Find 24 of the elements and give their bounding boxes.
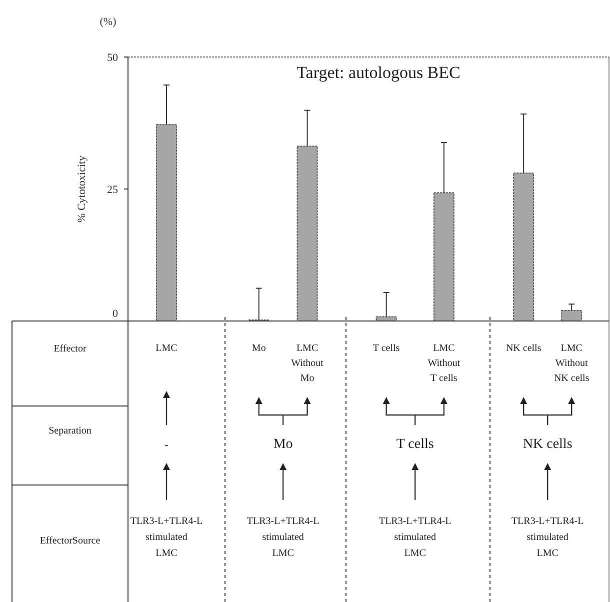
text: TLR3-L+TLR4-L stimulated LMC (378, 516, 452, 559)
y-axis-title: % Cytotoxicity (76, 155, 88, 222)
text: Separation (48, 426, 92, 436)
x-tick-label: LMC Without T cells (428, 343, 460, 384)
text: TLR3-L+TLR4-L stimulated LMC (130, 516, 203, 559)
x-tick-label: T cells (372, 343, 400, 354)
text: TLR3-L+TLR4-L stimulated LMC (511, 516, 584, 559)
x-tick-label: LMC Without NK cells (554, 343, 590, 384)
x-tick-label: NK cells (506, 343, 542, 354)
text: Mo (273, 437, 293, 452)
y-tick-label: 25 (107, 184, 118, 196)
y-tick-label: 0 (112, 308, 118, 320)
y-tick-label: 50 (107, 52, 118, 64)
text: - (164, 439, 169, 451)
chart-title: Target: autologous BEC (296, 63, 460, 82)
text: Effector (54, 344, 87, 354)
text: EffectorSource (40, 536, 101, 546)
text: NK cells (522, 437, 572, 452)
x-tick-label: LMC (156, 343, 178, 354)
text: T cells (396, 437, 434, 452)
text: TLR3-L+TLR4-L stimulated LMC (246, 516, 320, 559)
x-tick-label: LMC Without Mo (291, 343, 324, 384)
x-tick-label: Mo (252, 343, 266, 354)
text: (%) (100, 16, 117, 28)
